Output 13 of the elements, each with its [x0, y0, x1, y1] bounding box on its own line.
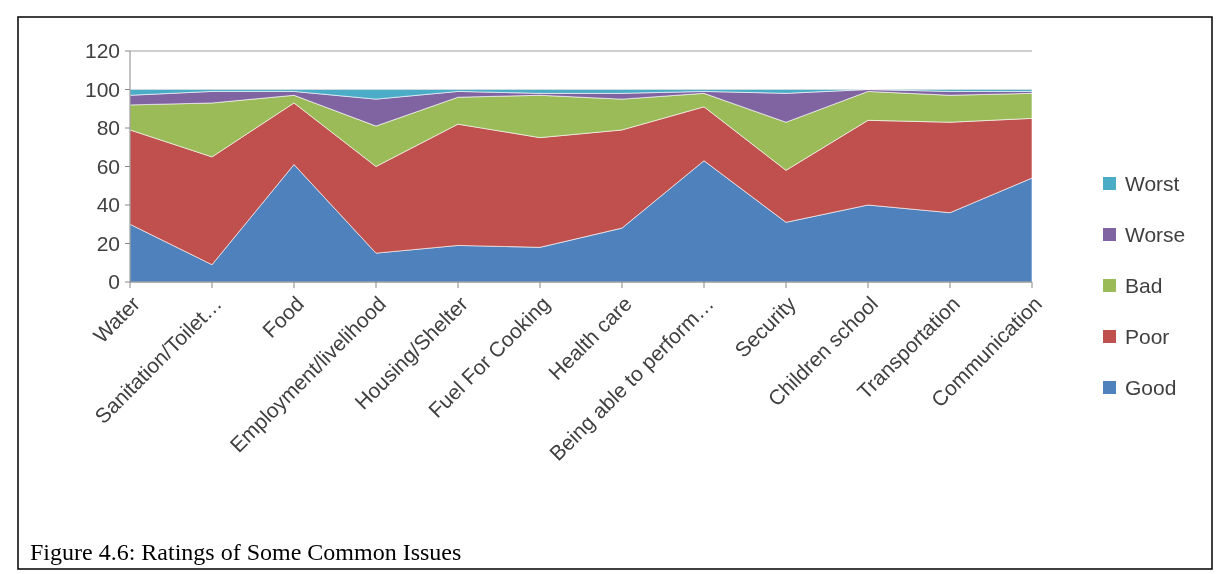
legend-label: Worse	[1125, 223, 1186, 247]
y-tick-label: 60	[96, 154, 120, 178]
caption: Figure 4.6: Ratings of Some Common Issues	[30, 539, 462, 565]
legend-label: Good	[1125, 376, 1177, 400]
y-tick-label: 0	[108, 270, 120, 294]
y-tick-label: 20	[96, 231, 120, 255]
y-tick-label: 120	[84, 39, 120, 63]
y-tick-label: 100	[84, 77, 120, 101]
legend-label: Bad	[1125, 274, 1163, 298]
y-tick-label: 80	[96, 116, 120, 140]
y-tick-label: 40	[96, 193, 120, 217]
legend-label: Worst	[1125, 172, 1180, 196]
text: Poor	[1125, 325, 1170, 349]
